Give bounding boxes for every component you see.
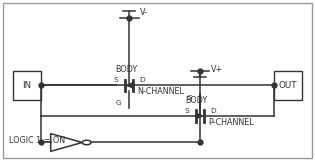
Polygon shape bbox=[125, 82, 133, 88]
Text: LOGIC 1 = ON: LOGIC 1 = ON bbox=[9, 136, 66, 145]
Text: S: S bbox=[114, 77, 118, 83]
Circle shape bbox=[82, 140, 91, 145]
Text: OUT: OUT bbox=[279, 81, 298, 90]
Text: P-CHANNEL: P-CHANNEL bbox=[209, 118, 254, 127]
Text: V-: V- bbox=[140, 8, 148, 17]
Bar bbox=[13, 71, 41, 100]
Text: IN: IN bbox=[22, 81, 31, 90]
Text: G: G bbox=[186, 95, 192, 101]
Text: V+: V+ bbox=[211, 65, 223, 74]
Bar bbox=[274, 71, 302, 100]
Polygon shape bbox=[196, 113, 204, 119]
Polygon shape bbox=[51, 134, 82, 151]
Text: D: D bbox=[210, 108, 216, 114]
Text: G: G bbox=[116, 100, 121, 106]
Text: S: S bbox=[185, 108, 189, 114]
Text: BODY: BODY bbox=[115, 65, 137, 74]
Text: D: D bbox=[140, 77, 145, 83]
Text: BODY: BODY bbox=[186, 96, 208, 105]
Text: N-CHANNEL: N-CHANNEL bbox=[138, 87, 185, 96]
